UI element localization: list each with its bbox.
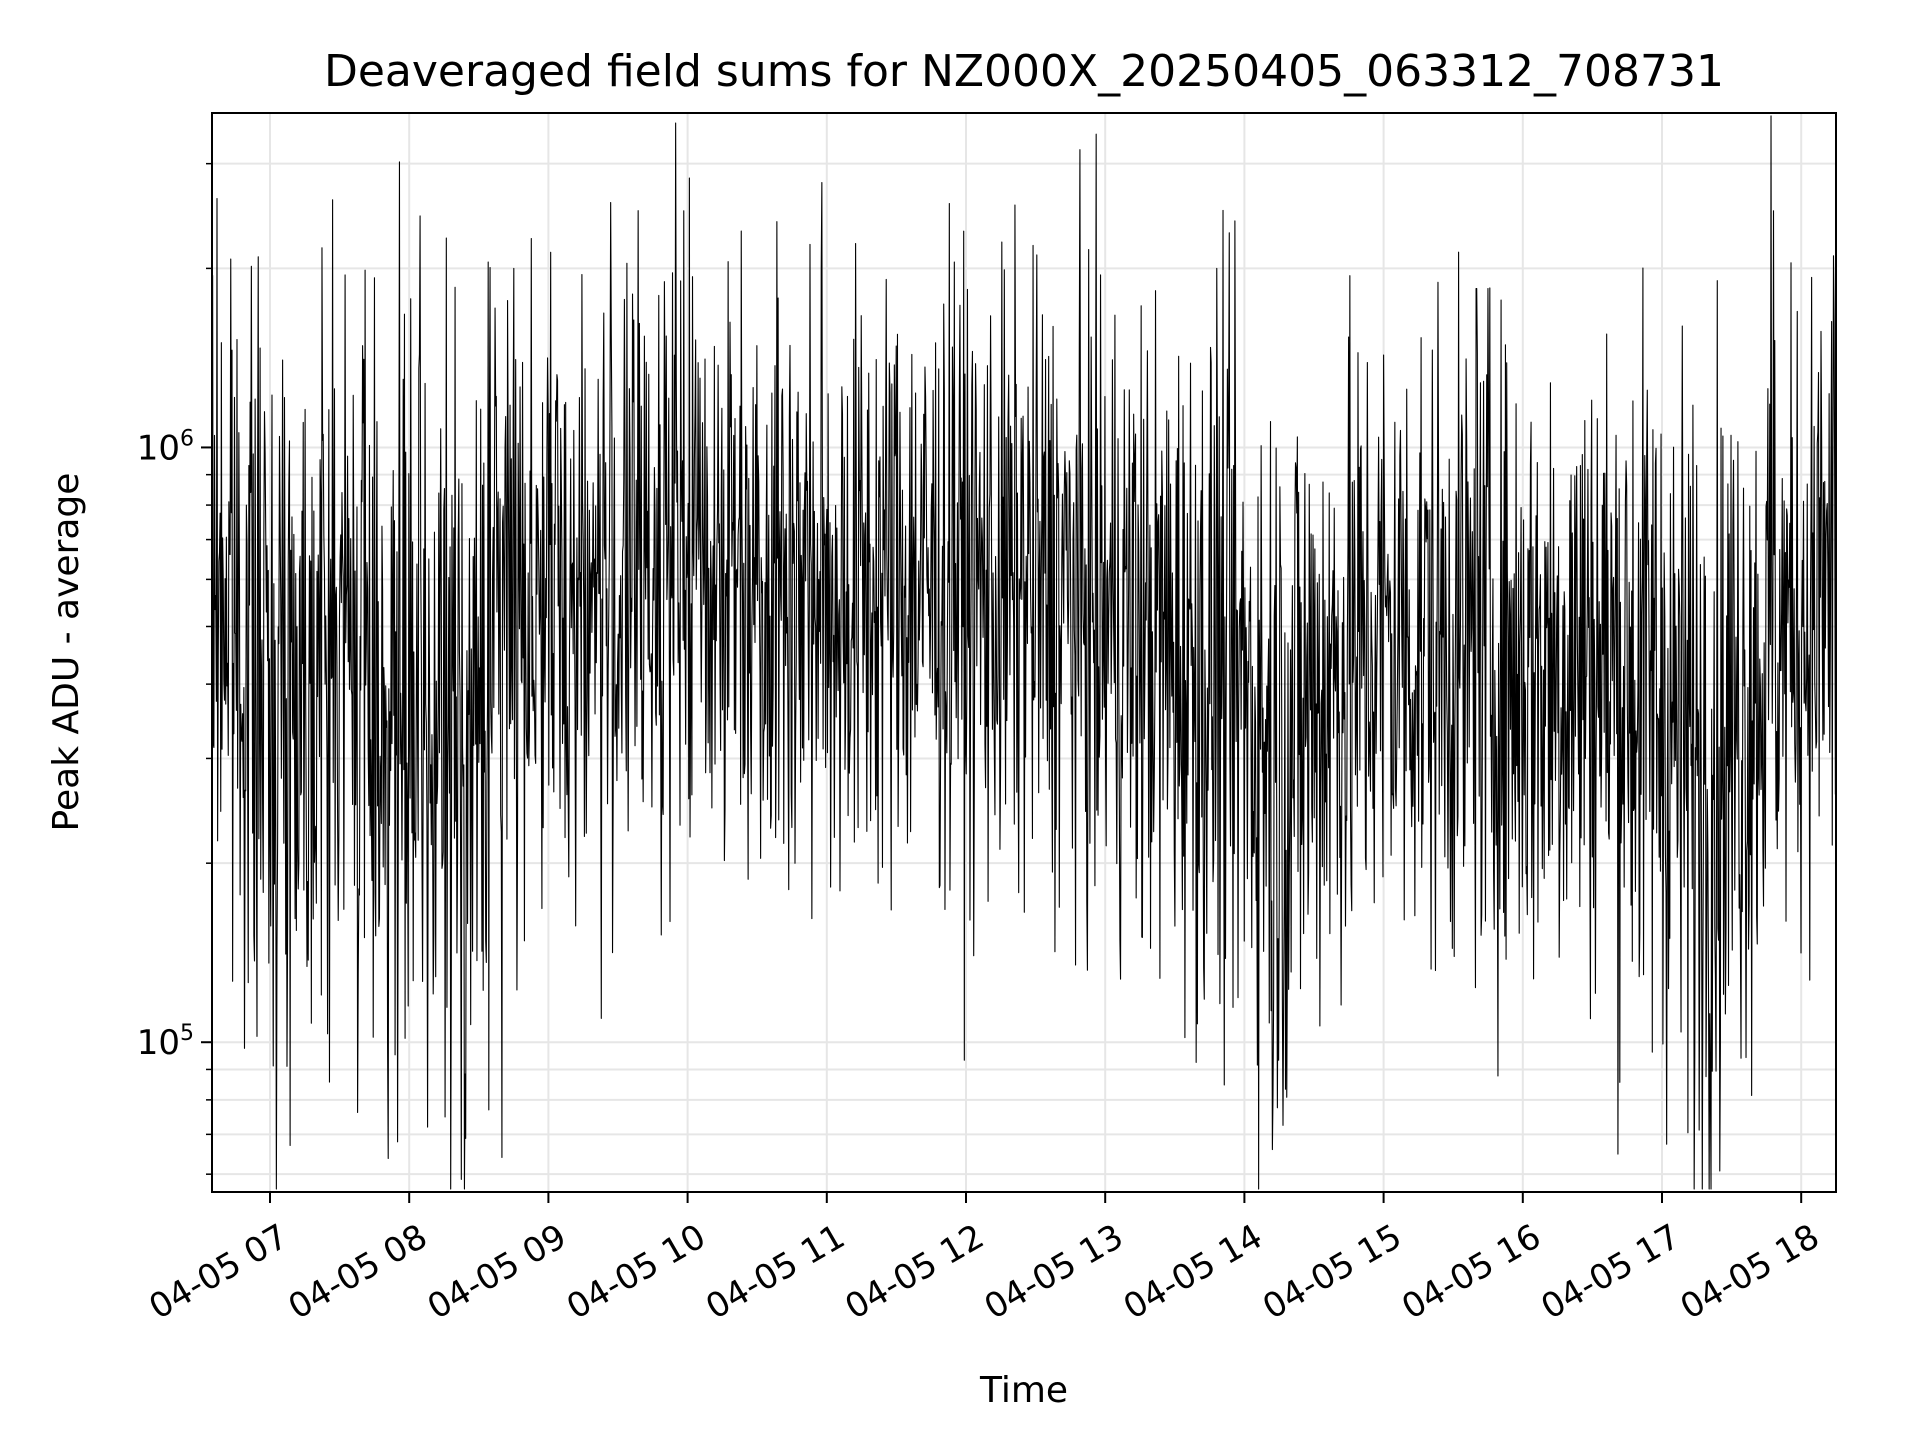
y-tick-label: 105 [137,1021,194,1063]
series-line [211,115,1837,1190]
y-axis-label: Peak ADU - average [46,473,87,832]
plot-frame [211,112,1837,1193]
y-tick-exponent: 5 [180,1021,194,1046]
x-axis-label: Time [979,1370,1068,1411]
ticks [201,162,1803,1203]
y-tick-base: 10 [137,1023,180,1063]
y-tick-exponent: 6 [180,426,194,451]
y-tick-base: 10 [137,428,180,468]
chart-title: Deaveraged field sums for NZ000X_2025040… [324,46,1724,97]
series-layer [211,115,1837,1190]
y-tick-label: 106 [137,426,194,468]
